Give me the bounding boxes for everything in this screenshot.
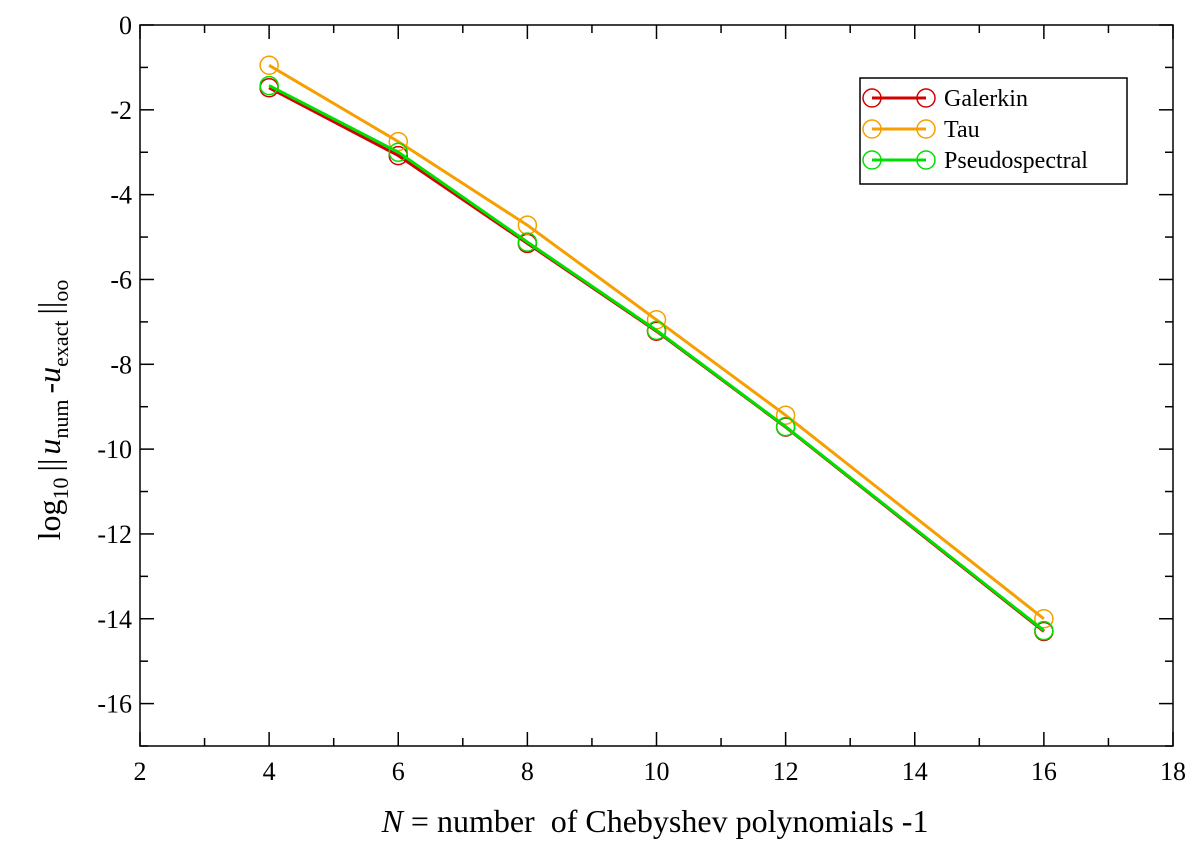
minor-ticks — [140, 25, 1173, 747]
y-axis-num-subscript: num — [48, 400, 73, 439]
legend-marker — [916, 150, 936, 170]
x-axis-title-text: = number of Chebyshev polynomials -1 — [403, 803, 929, 839]
x-axis-title-variable: N — [381, 803, 405, 839]
y-tick-label: -16 — [97, 690, 132, 719]
legend: Galerkin Tau Pseudospectral — [859, 77, 1128, 185]
legend-marker — [862, 150, 882, 170]
y-axis-norm-close: || — [31, 302, 67, 315]
y-axis-title: log10||unum-uexact||oo — [31, 280, 73, 541]
x-tick-label: 14 — [902, 757, 928, 786]
legend-marker — [862, 88, 882, 108]
x-tick-labels: 2 4 6 8 10 12 14 16 18 — [134, 757, 1187, 786]
y-tick-label: -14 — [97, 605, 132, 634]
data-point-pseudospectral — [775, 416, 796, 437]
x-tick-label: 16 — [1031, 757, 1057, 786]
data-point-tau — [259, 55, 279, 76]
legend-label: Tau — [944, 117, 980, 143]
series-tau — [259, 55, 1054, 629]
y-tick-label: 0 — [119, 11, 132, 40]
plot-frame — [139, 24, 1174, 747]
y-tick-label: -4 — [110, 181, 132, 210]
legend-box — [859, 77, 1128, 185]
x-tick-label: 8 — [521, 757, 534, 786]
y-tick-label: -8 — [110, 350, 132, 379]
y-tick-label: -6 — [110, 265, 132, 294]
legend-label: Pseudospectral — [944, 148, 1088, 174]
y-axis-log: log — [31, 499, 67, 540]
legend-marker — [916, 119, 936, 139]
y-axis-oo-subscript: oo — [48, 280, 73, 302]
y-tick-label: -10 — [97, 435, 132, 464]
data-point-pseudospectral — [646, 320, 667, 341]
series-pseudospectral — [259, 75, 1054, 641]
data-point-tau — [1034, 609, 1054, 629]
series-line-tau — [268, 64, 1045, 620]
data-point-pseudospectral — [1034, 620, 1054, 641]
data-point-pseudospectral — [259, 75, 279, 96]
legend-item-tau: Tau — [862, 117, 980, 143]
y-axis-minus: - — [31, 383, 67, 394]
y-axis-exact-subscript: exact — [48, 320, 73, 366]
data-point-pseudospectral — [388, 142, 408, 162]
y-tick-label: -2 — [110, 96, 132, 125]
legend-marker — [862, 119, 882, 139]
y-axis-log-subscript: 10 — [48, 477, 73, 499]
legend-item-galerkin: Galerkin — [862, 86, 1028, 112]
series-group — [259, 55, 1054, 642]
data-point-tau — [775, 405, 796, 425]
x-tick-label: 4 — [263, 757, 276, 786]
legend-marker — [916, 88, 936, 108]
data-point-pseudospectral — [517, 232, 538, 252]
y-tick-label: -12 — [97, 520, 132, 549]
x-tick-label: 2 — [134, 757, 147, 786]
y-tick-labels: 0 -2 -4 -6 -8 -10 -12 -14 -16 — [97, 11, 132, 719]
x-axis-title: N = number of Chebyshev polynomials -1 — [381, 803, 929, 839]
x-tick-label: 10 — [644, 757, 670, 786]
y-axis-norm-open: || — [31, 459, 67, 472]
y-axis-u-exact: u — [31, 367, 67, 383]
y-axis-u-num: u — [31, 439, 67, 455]
x-tick-label: 12 — [773, 757, 799, 786]
series-line-pseudospectral — [268, 84, 1045, 632]
legend-label: Galerkin — [944, 86, 1028, 112]
x-tick-label: 18 — [1160, 757, 1186, 786]
data-point-tau — [517, 215, 538, 235]
x-tick-label: 6 — [392, 757, 405, 786]
legend-item-pseudospectral: Pseudospectral — [862, 148, 1088, 174]
